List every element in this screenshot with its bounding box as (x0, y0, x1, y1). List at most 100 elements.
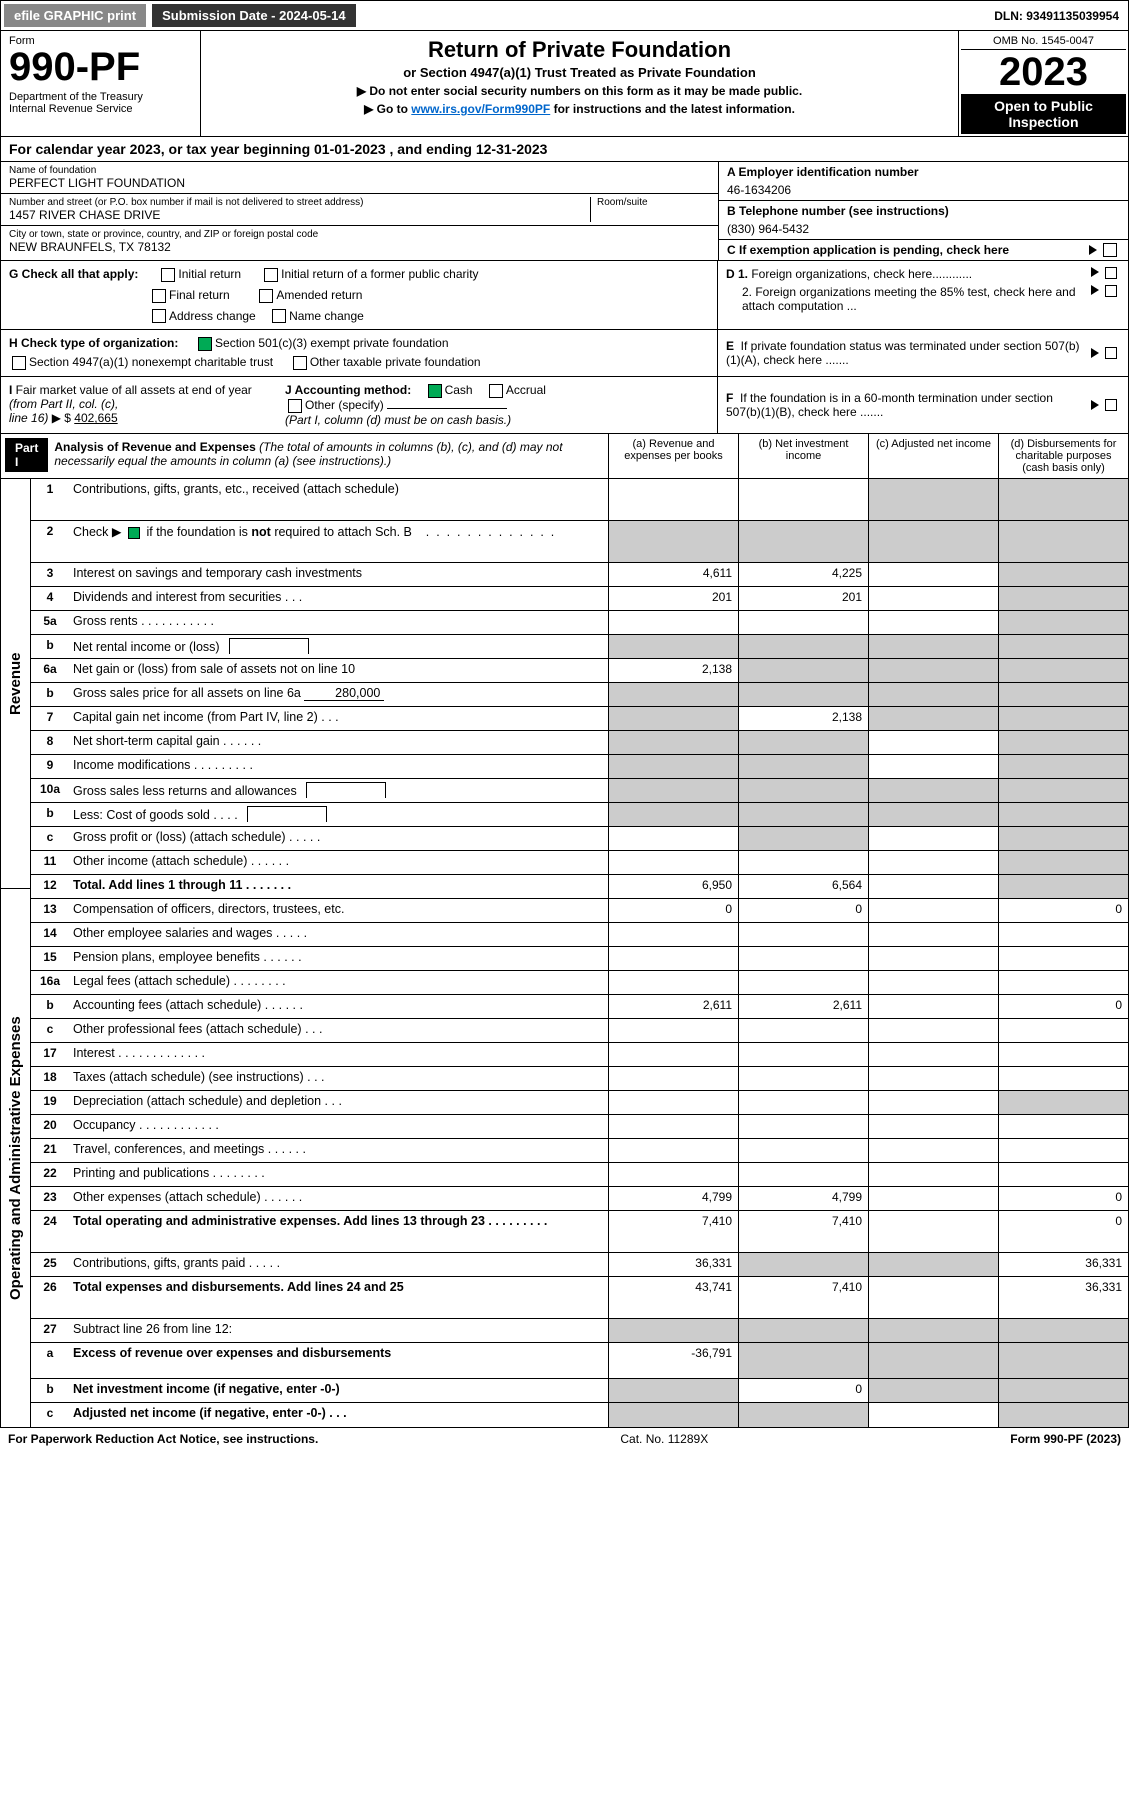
line-number: 2 (31, 521, 69, 562)
cell-a (608, 635, 738, 658)
d2-checkbox[interactable] (1105, 285, 1117, 297)
table-row: 19Depreciation (attach schedule) and dep… (31, 1091, 1128, 1115)
line-desc: Excess of revenue over expenses and disb… (69, 1343, 608, 1378)
arrow-icon (1091, 285, 1099, 295)
address-checkbox[interactable] (152, 309, 166, 323)
line-number: b (31, 1379, 69, 1402)
cell-c (868, 707, 998, 730)
cell-d: 0 (998, 995, 1128, 1018)
cell-d (998, 875, 1128, 898)
cell-d (998, 659, 1128, 682)
cell-c (868, 683, 998, 706)
other-tax-checkbox[interactable] (293, 356, 307, 370)
line-desc: Net rental income or (loss) (69, 635, 608, 658)
entity-info: Name of foundation PERFECT LIGHT FOUNDAT… (0, 162, 1129, 261)
line-number: 8 (31, 731, 69, 754)
col-d-hdr: (d) Disbursements for charitable purpose… (998, 434, 1128, 478)
cell-a (608, 683, 738, 706)
table-row: bGross sales price for all assets on lin… (31, 683, 1128, 707)
other-method-checkbox[interactable] (288, 399, 302, 413)
cell-c (868, 521, 998, 562)
cell-c (868, 827, 998, 850)
c-checkbox[interactable] (1103, 243, 1117, 257)
ein-row: A Employer identification number 46-1634… (719, 162, 1128, 201)
cell-c (868, 899, 998, 922)
cell-c (868, 1019, 998, 1042)
line-number: 5a (31, 611, 69, 634)
table-row: 6aNet gain or (loss) from sale of assets… (31, 659, 1128, 683)
cell-c (868, 1319, 998, 1342)
cell-c (868, 947, 998, 970)
c-row: C If exemption application is pending, c… (719, 240, 1128, 260)
year-block: OMB No. 1545-0047 2023 Open to Public In… (958, 31, 1128, 136)
cell-b (738, 851, 868, 874)
cell-d (998, 731, 1128, 754)
final-checkbox[interactable] (152, 289, 166, 303)
cell-b (738, 971, 868, 994)
line-desc: Net gain or (loss) from sale of assets n… (69, 659, 608, 682)
subdate-btn[interactable]: Submission Date - 2024-05-14 (152, 4, 356, 27)
line-desc: Capital gain net income (from Part IV, l… (69, 707, 608, 730)
cell-a (608, 923, 738, 946)
table-row: 9Income modifications . . . . . . . . . (31, 755, 1128, 779)
501c3-checkbox[interactable] (198, 337, 212, 351)
line-desc: Gross profit or (loss) (attach schedule)… (69, 827, 608, 850)
line-desc: Other employee salaries and wages . . . … (69, 923, 608, 946)
cash-checkbox[interactable] (428, 384, 442, 398)
d1-checkbox[interactable] (1105, 267, 1117, 279)
line-number: 22 (31, 1163, 69, 1186)
line-desc: Gross sales price for all assets on line… (69, 683, 608, 706)
cell-b: 7,410 (738, 1211, 868, 1252)
cell-d (998, 1163, 1128, 1186)
amended-checkbox[interactable] (259, 289, 273, 303)
table-row: 5aGross rents . . . . . . . . . . . (31, 611, 1128, 635)
cell-b (738, 1115, 868, 1138)
former-checkbox[interactable] (264, 268, 278, 282)
line-number: b (31, 995, 69, 1018)
4947-checkbox[interactable] (12, 356, 26, 370)
cell-d (998, 1115, 1128, 1138)
cell-d (998, 563, 1128, 586)
table-row: cAdjusted net income (if negative, enter… (31, 1403, 1128, 1427)
cell-d (998, 923, 1128, 946)
cell-a (608, 1139, 738, 1162)
cell-a (608, 1403, 738, 1427)
cell-b (738, 611, 868, 634)
cell-d (998, 1043, 1128, 1066)
note2: ▶ Go to www.irs.gov/Form990PF for instru… (207, 102, 952, 116)
ij-left: I Fair market value of all assets at end… (1, 377, 718, 433)
cell-d (998, 587, 1128, 610)
cell-b (738, 521, 868, 562)
cell-d (998, 755, 1128, 778)
cell-b: 2,611 (738, 995, 868, 1018)
cell-a (608, 479, 738, 520)
line-desc: Printing and publications . . . . . . . … (69, 1163, 608, 1186)
cell-b (738, 923, 868, 946)
city-row: City or town, state or province, country… (1, 226, 718, 257)
cell-a (608, 1043, 738, 1066)
side-labels: Revenue Operating and Administrative Exp… (1, 479, 31, 1427)
cell-a (608, 707, 738, 730)
cell-a: 2,611 (608, 995, 738, 1018)
line-desc: Interest on savings and temporary cash i… (69, 563, 608, 586)
name-checkbox[interactable] (272, 309, 286, 323)
initial-checkbox[interactable] (161, 268, 175, 282)
line-number: 21 (31, 1139, 69, 1162)
cell-b (738, 659, 868, 682)
e-checkbox[interactable] (1105, 347, 1117, 359)
checks-section: G Check all that apply: Initial return I… (0, 261, 1129, 330)
line-number: 16a (31, 971, 69, 994)
f-checkbox[interactable] (1105, 399, 1117, 411)
line-number: 18 (31, 1067, 69, 1090)
accrual-checkbox[interactable] (489, 384, 503, 398)
line-desc: Total operating and administrative expen… (69, 1211, 608, 1252)
line-number: 17 (31, 1043, 69, 1066)
irs-link[interactable]: www.irs.gov/Form990PF (411, 102, 550, 116)
line-number: 1 (31, 479, 69, 520)
cell-b: 4,225 (738, 563, 868, 586)
cell-b (738, 755, 868, 778)
cell-c (868, 1211, 998, 1252)
cell-c (868, 1403, 998, 1427)
efile-btn[interactable]: efile GRAPHIC print (4, 4, 146, 27)
ij-section: I Fair market value of all assets at end… (0, 377, 1129, 434)
